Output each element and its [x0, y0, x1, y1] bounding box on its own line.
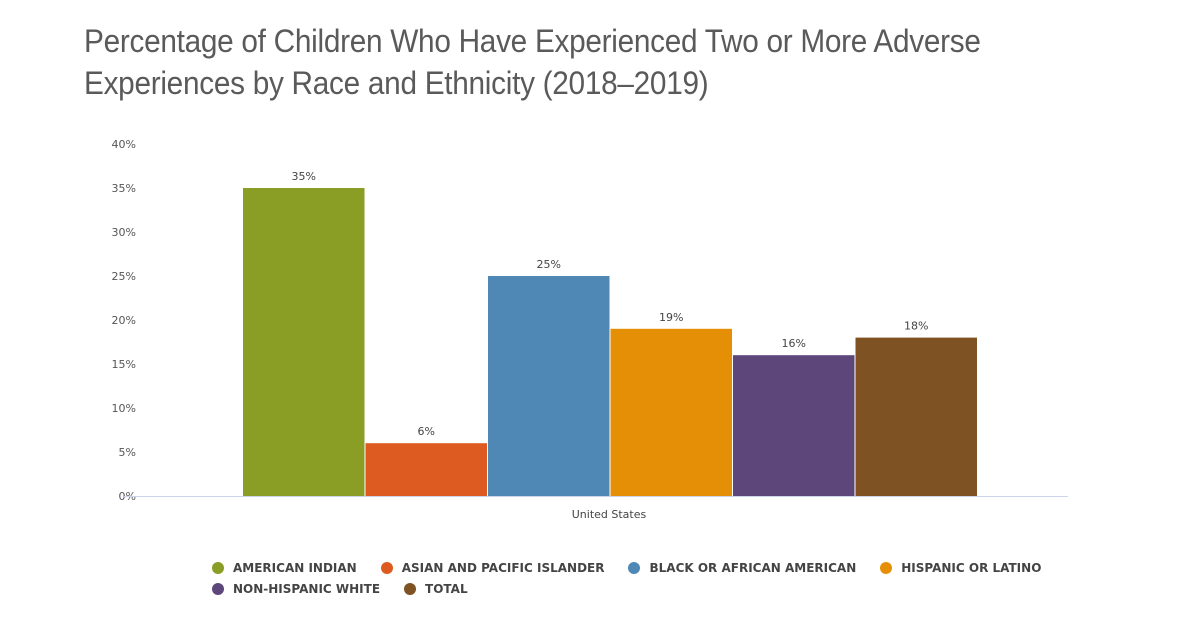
bar-american-indian[interactable] [243, 188, 365, 496]
data-label: 6% [418, 425, 435, 438]
legend-dot-icon [380, 561, 393, 574]
legend-label: HISPANIC OR LATINO [901, 560, 1042, 575]
data-label: 19% [659, 311, 683, 324]
legend: AMERICAN INDIAN ASIAN AND PACIFIC ISLANDE… [212, 557, 1041, 599]
chart-title: Percentage of Children Who Have Experien… [84, 23, 981, 101]
y-tick-label: 25% [112, 270, 136, 283]
data-labels: 35% 6% 25% 19% 16% 18% [292, 170, 929, 438]
legend-dot-icon [880, 561, 893, 574]
data-label: 18% [904, 320, 928, 333]
legend-item[interactable]: AMERICAN INDIAN [212, 561, 357, 575]
y-tick-label: 15% [112, 358, 136, 371]
bars [243, 188, 977, 496]
legend-label: TOTAL [425, 581, 468, 596]
y-tick-label: 30% [112, 226, 136, 239]
legend-label: AMERICAN INDIAN [233, 560, 357, 575]
x-axis-categories: United States [572, 508, 647, 521]
legend-label: NON-HISPANIC WHITE [233, 581, 381, 596]
bar-total[interactable] [855, 337, 978, 496]
legend-dot-icon [404, 582, 417, 595]
data-label: 25% [537, 258, 561, 271]
legend-label: BLACK OR AFRICAN AMERICAN [649, 560, 857, 575]
legend-dot-icon [212, 582, 224, 595]
legend-row: AMERICAN INDIAN ASIAN AND PACIFIC ISLANDE… [212, 557, 1041, 578]
legend-label: ASIAN AND PACIFIC ISLANDER [401, 560, 605, 575]
y-tick-label: 35% [112, 182, 136, 195]
y-tick-label: 10% [112, 402, 136, 415]
legend-item[interactable]: ASIAN AND PACIFIC ISLANDER [380, 560, 605, 575]
data-label: 35% [292, 170, 316, 183]
y-tick-label: 5% [119, 446, 136, 459]
legend-row: NON-HISPANIC WHITE TOTAL [212, 578, 1012, 599]
legend-dot-icon [212, 561, 224, 574]
x-category-label: United States [572, 508, 647, 521]
bar-black-or-african-american[interactable] [488, 276, 610, 496]
legend-item[interactable]: NON-HISPANIC WHITE [212, 582, 380, 596]
legend-item[interactable]: TOTAL [404, 582, 468, 596]
data-label: 16% [782, 337, 806, 350]
legend-item[interactable]: BLACK OR AFRICAN AMERICAN [628, 561, 856, 575]
bar-hispanic-or-latino[interactable] [610, 328, 733, 496]
bar-non-hispanic-white[interactable] [733, 355, 855, 496]
y-tick-label: 20% [112, 314, 136, 327]
bar-asian-and-pacific-islander[interactable] [365, 443, 488, 496]
legend-item[interactable]: HISPANIC OR LATINO [880, 561, 1041, 575]
y-axis: 0%5%10%15%20%25%30%35%40% [112, 138, 136, 503]
y-tick-label: 40% [112, 138, 136, 151]
legend-dot-icon [628, 561, 641, 574]
